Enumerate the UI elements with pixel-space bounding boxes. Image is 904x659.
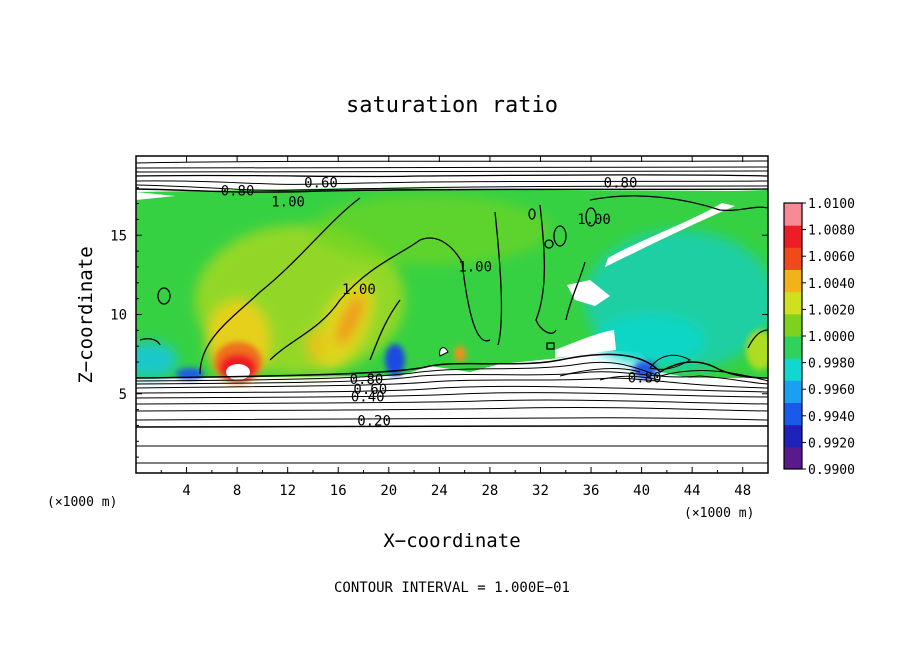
contours-top (136, 160, 768, 193)
colorbar-label: 0.9900 (808, 463, 855, 478)
colorbar-label: 1.0020 (808, 303, 855, 318)
x-tick-label: 20 (380, 483, 397, 499)
field-orange-plume (335, 294, 365, 346)
x-tick-label: 40 (633, 483, 650, 499)
colorbar: 0.9900 0.9920 0.9940 0.9960 0.9980 1.0000 1.00… (783, 197, 855, 478)
contour-label: 0.20 (357, 413, 391, 429)
x-tick-label: 24 (431, 483, 448, 499)
colorbar-label: 0.9980 (808, 357, 855, 372)
x-tick-label: 48 (734, 483, 751, 499)
colorbar-swatch (784, 247, 802, 270)
y-tick-label: 15 (110, 228, 127, 244)
colorbar-swatch (784, 225, 802, 248)
colorbar-label: 1.0000 (808, 330, 855, 345)
colorbar-swatch (784, 380, 802, 403)
contour-label: 0.60 (304, 176, 338, 192)
x-tick-label: 28 (481, 483, 498, 499)
colorbar-label: 1.0100 (808, 197, 855, 212)
x-tick-label: 12 (279, 483, 296, 499)
colorbar-swatch (784, 203, 802, 226)
x-tick-label: 8 (233, 483, 241, 499)
contour-label: 0.80 (221, 184, 255, 200)
field-yellowgreen-upper (310, 195, 550, 265)
field-white-peak (226, 364, 250, 380)
field-yellow-right (746, 330, 768, 370)
colorbar-label: 0.9960 (808, 383, 855, 398)
colorbar-swatch (784, 402, 802, 426)
field-white-top-left (136, 192, 175, 200)
colorbar-swatch (784, 358, 802, 381)
x-axis-title: X−coordinate (383, 530, 520, 552)
plot-area: 0.600.801.000.801.001.001.000.800.600.40… (136, 156, 768, 473)
contour-label: 0.80 (628, 371, 662, 387)
colorbar-swatch (784, 424, 802, 448)
colorbar-swatch (784, 446, 802, 470)
contours-bottom (136, 347, 768, 464)
y-axis-title: Z−coordinate (75, 246, 97, 383)
x-unit-label: (×1000 m) (684, 506, 754, 521)
colorbar-label: 1.0060 (808, 250, 855, 265)
contour-label: 0.80 (604, 176, 638, 192)
x-tick-label: 16 (330, 483, 347, 499)
contours-saturation (139, 195, 768, 375)
field-white-gap-lower (555, 330, 616, 358)
contour-label: 0.40 (351, 390, 385, 406)
contour-label: 1.00 (271, 195, 305, 211)
colorbar-swatch (784, 291, 802, 315)
colorbar-label: 0.9920 (808, 436, 855, 451)
y-tick-label: 5 (119, 387, 127, 403)
y-axis: 5 10 15 (110, 171, 768, 458)
x-tick-label: 32 (532, 483, 549, 499)
field-blue-dip-2 (385, 344, 405, 376)
field-cyan-left (136, 342, 178, 378)
x-axis: 4 8 12 16 20 24 28 32 36 40 44 48 (160, 156, 751, 499)
x-tick-label: 44 (684, 483, 701, 499)
colorbar-label: 0.9940 (808, 410, 855, 425)
contour-labels: 0.600.801.000.801.001.001.000.800.600.40… (221, 176, 662, 430)
chart-title: saturation ratio (346, 93, 558, 118)
field-white-gap-mid (567, 280, 610, 306)
contour-label: 0.80 (350, 372, 384, 388)
colorbar-swatch (784, 269, 802, 293)
x-tick-label: 4 (182, 483, 190, 499)
colorbar-label: 1.0040 (808, 277, 855, 292)
field-lightcyan-right (595, 315, 705, 365)
y-tick-label: 10 (110, 308, 127, 324)
colorbar-swatch (784, 336, 802, 359)
field-orange-small (454, 346, 466, 362)
contour-label: 1.00 (577, 212, 611, 228)
colorbar-swatch (784, 313, 802, 337)
x-tick-label: 36 (583, 483, 600, 499)
contour-interval-note: CONTOUR INTERVAL = 1.000E−01 (334, 580, 570, 596)
colorbar-label: 1.0080 (808, 224, 855, 239)
contour-label: 1.00 (458, 260, 492, 276)
contour-label: 0.60 (353, 382, 387, 398)
field-yellow-small (306, 329, 326, 361)
y-unit-label: (×1000 m) (47, 495, 117, 510)
field-white-gap-right (605, 203, 735, 267)
contour-label: 1.00 (342, 282, 376, 298)
